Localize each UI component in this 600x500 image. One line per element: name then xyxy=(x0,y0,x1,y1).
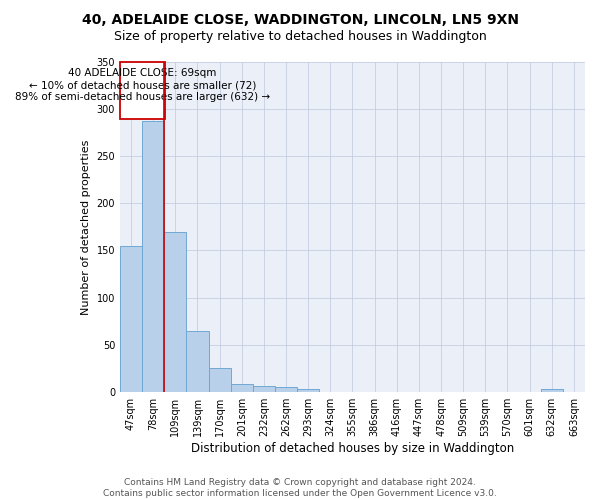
Bar xyxy=(120,246,142,392)
Text: Size of property relative to detached houses in Waddington: Size of property relative to detached ho… xyxy=(113,30,487,43)
Text: Contains HM Land Registry data © Crown copyright and database right 2024.
Contai: Contains HM Land Registry data © Crown c… xyxy=(103,478,497,498)
Bar xyxy=(230,384,253,392)
Text: 40, ADELAIDE CLOSE, WADDINGTON, LINCOLN, LN5 9XN: 40, ADELAIDE CLOSE, WADDINGTON, LINCOLN,… xyxy=(82,12,518,26)
Bar xyxy=(187,331,209,392)
Bar xyxy=(541,390,563,392)
Text: 40 ADELAIDE CLOSE: 69sqm: 40 ADELAIDE CLOSE: 69sqm xyxy=(68,68,217,78)
Text: ← 10% of detached houses are smaller (72): ← 10% of detached houses are smaller (72… xyxy=(29,80,256,90)
Bar xyxy=(275,386,297,392)
Bar xyxy=(209,368,230,392)
Bar xyxy=(142,121,164,392)
FancyBboxPatch shape xyxy=(120,62,165,119)
Bar xyxy=(297,390,319,392)
Bar xyxy=(164,232,187,392)
Bar xyxy=(253,386,275,392)
Y-axis label: Number of detached properties: Number of detached properties xyxy=(81,139,91,314)
X-axis label: Distribution of detached houses by size in Waddington: Distribution of detached houses by size … xyxy=(191,442,514,455)
Text: 89% of semi-detached houses are larger (632) →: 89% of semi-detached houses are larger (… xyxy=(15,92,270,102)
